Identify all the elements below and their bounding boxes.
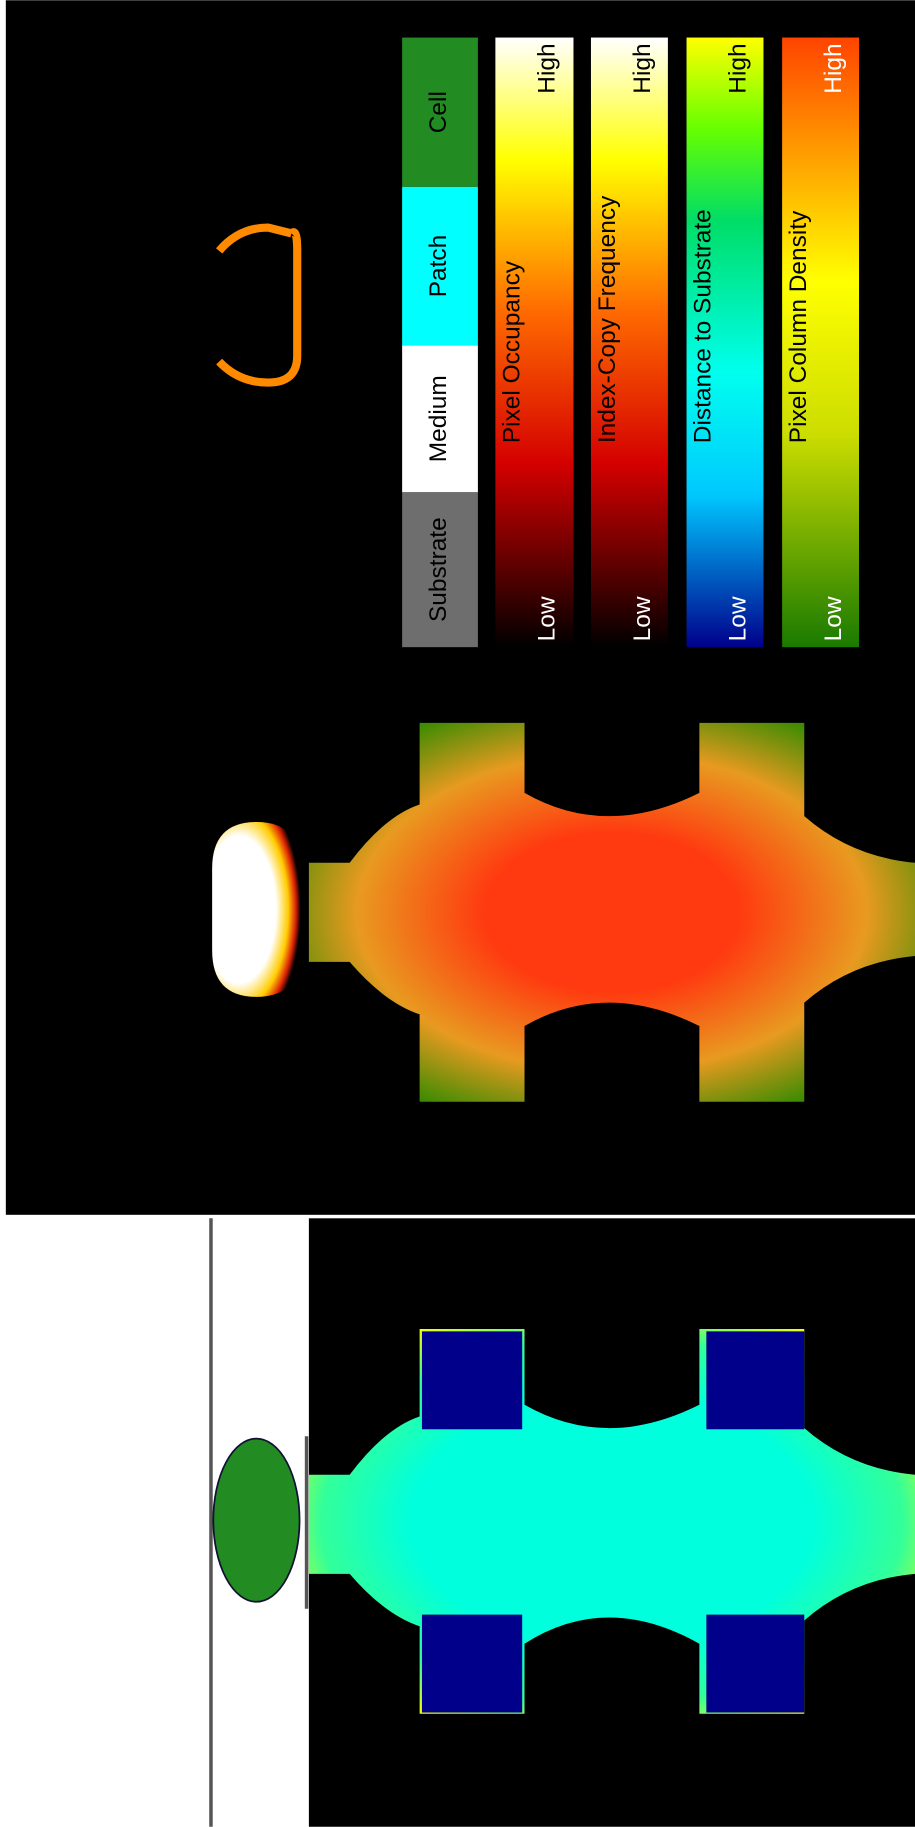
colorbar-low: Low [533,596,560,641]
figure: Substrate Medium Patch Cell Pixel Occupancy… [0,0,915,1827]
colorbar-low: Low [724,596,751,641]
legend-label: Substrate [425,517,452,622]
legend-label: Cell [425,91,452,133]
colorbar-high: High [724,43,751,93]
patch [706,1331,804,1429]
colorbar-title: Index-Copy Frequency [594,195,621,443]
patch [422,1615,522,1713]
patch [706,1615,804,1713]
colorbar-low: Low [820,596,847,641]
legend-label: Patch [425,235,452,298]
patch [422,1331,522,1429]
colorbar-high: High [629,43,656,93]
glow-shape [212,822,301,997]
colorbar-high: High [533,43,560,93]
colorbar-high: High [820,43,847,93]
colorbar-title: Pixel Occupancy [498,260,525,443]
colorbar-title: Distance to Substrate [689,209,716,443]
cell [213,1439,299,1602]
legend-label: Medium [425,375,452,462]
colorbar-title: Pixel Column Density [785,210,812,443]
colorbar-low: Low [629,596,656,641]
